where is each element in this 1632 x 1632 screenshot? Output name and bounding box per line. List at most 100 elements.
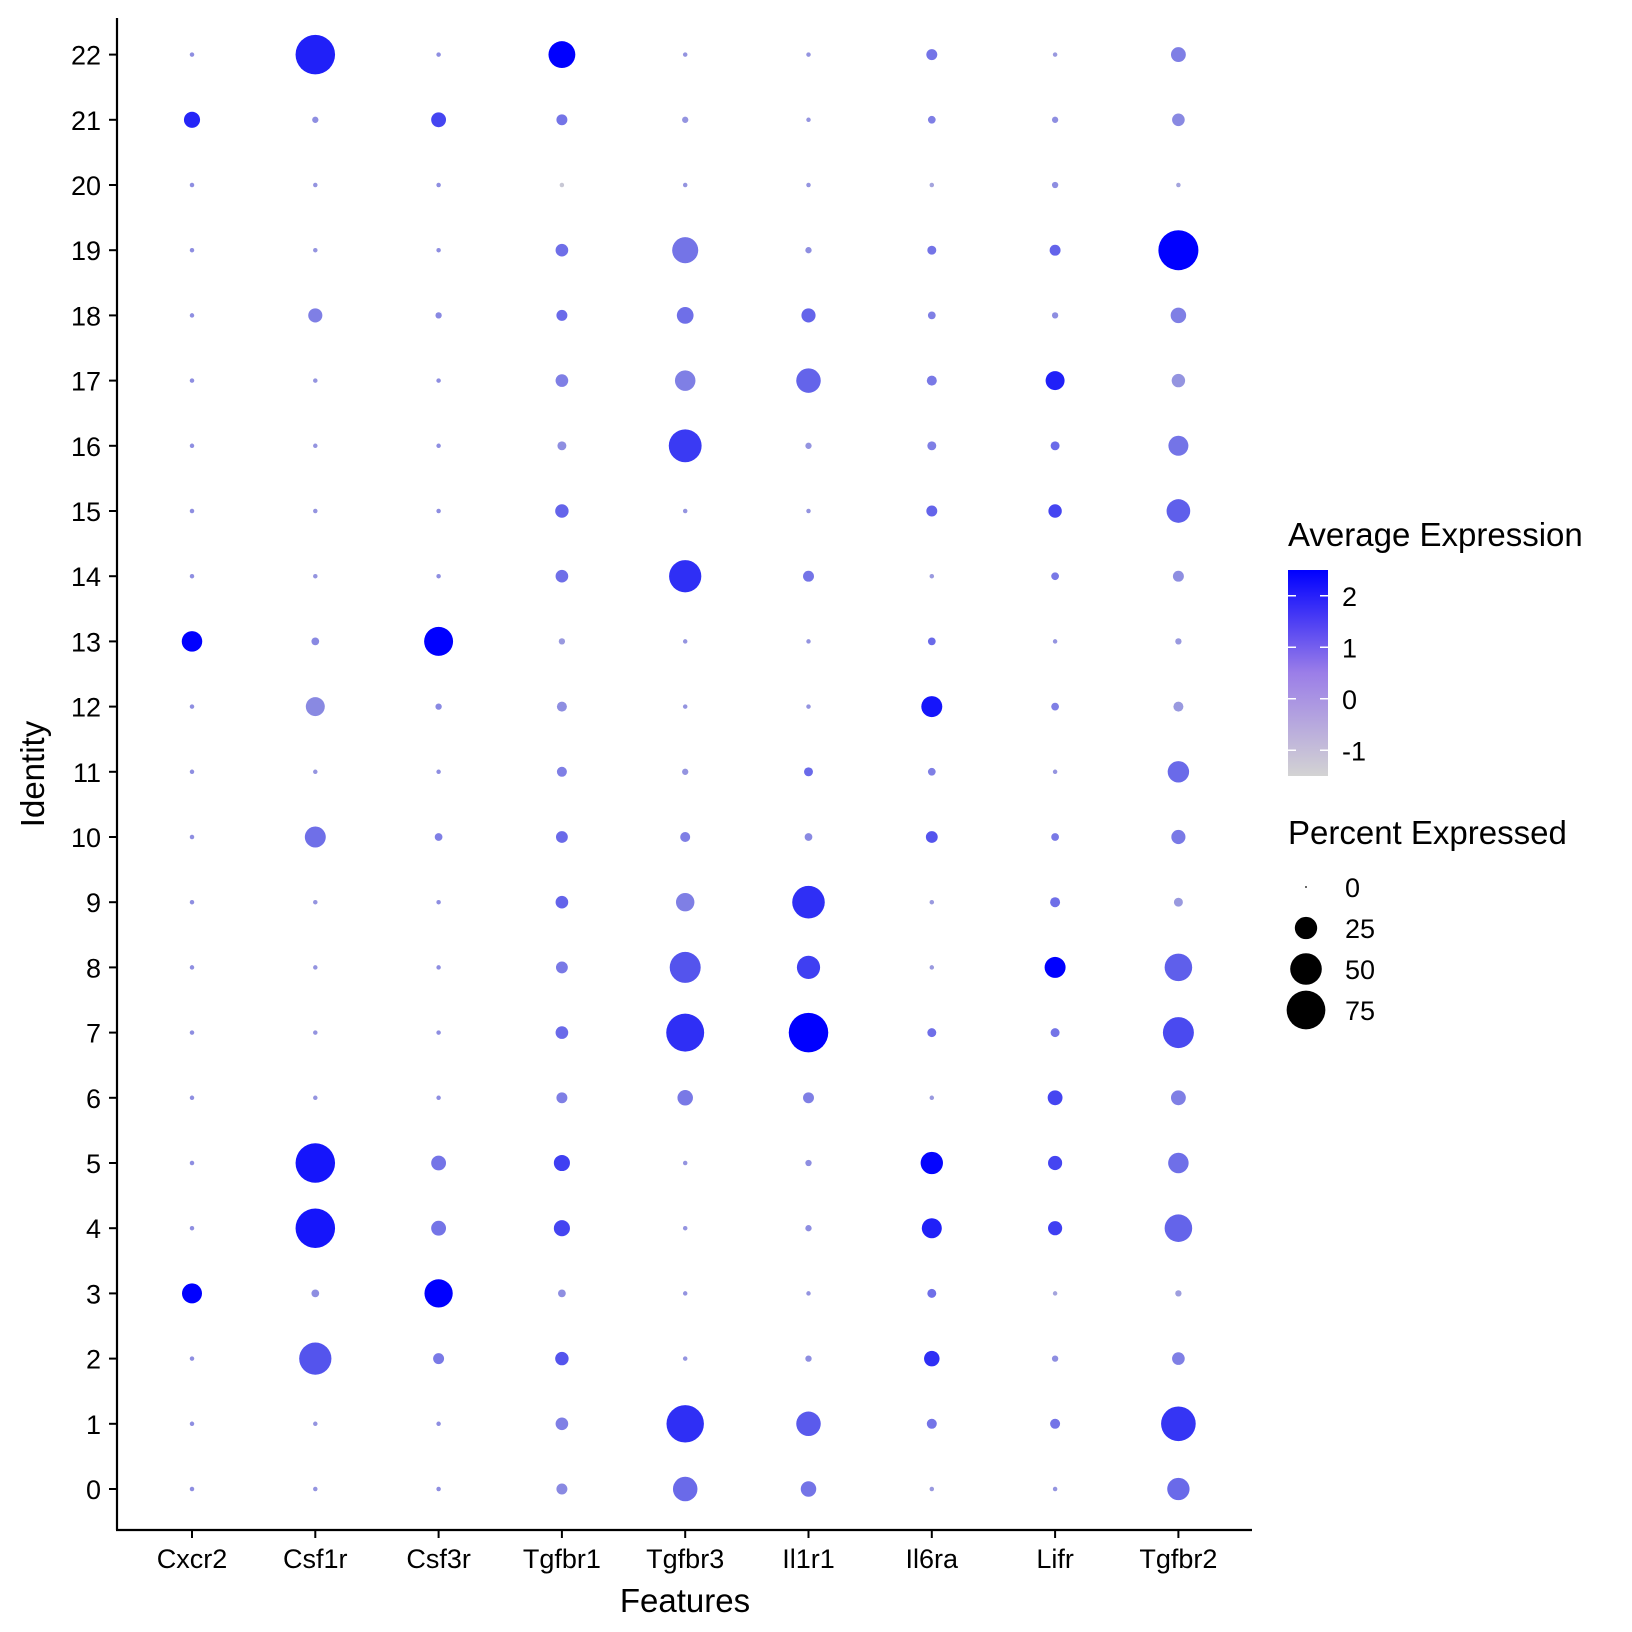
x-tick-label: Csf1r bbox=[283, 1544, 348, 1574]
dot-tgfbr2-5 bbox=[1168, 1152, 1189, 1174]
dot-lifr-6 bbox=[1047, 1090, 1063, 1106]
size-legend-dot bbox=[1286, 990, 1326, 1030]
dot-lifr-19 bbox=[1049, 244, 1061, 256]
dot-tgfbr2-0 bbox=[1167, 1477, 1190, 1501]
dot-tgfbr3-10 bbox=[680, 832, 691, 842]
dot-csf1r-14 bbox=[313, 573, 318, 579]
dot-il1r1-8 bbox=[796, 955, 821, 980]
dot-tgfbr1-0 bbox=[556, 1483, 568, 1495]
dot-csf1r-9 bbox=[313, 899, 318, 905]
dot-tgfbr3-17 bbox=[674, 370, 696, 391]
y-tick-label: 15 bbox=[71, 497, 101, 527]
dot-il6ra-0 bbox=[929, 1486, 935, 1492]
dot-tgfbr1-5 bbox=[553, 1154, 570, 1172]
dot-csf1r-16 bbox=[313, 443, 318, 449]
dot-il1r1-6 bbox=[803, 1092, 814, 1104]
dot-tgfbr1-15 bbox=[555, 504, 569, 518]
dot-lifr-5 bbox=[1048, 1155, 1063, 1171]
dot-lifr-16 bbox=[1050, 441, 1060, 451]
dot-il1r1-10 bbox=[804, 833, 813, 841]
dot-tgfbr2-22 bbox=[1170, 47, 1186, 63]
dot-lifr-0 bbox=[1052, 1486, 1058, 1492]
dot-lifr-9 bbox=[1050, 897, 1061, 908]
dot-il6ra-3 bbox=[927, 1288, 937, 1298]
dot-il6ra-9 bbox=[929, 899, 935, 905]
dot-il6ra-1 bbox=[926, 1418, 937, 1429]
size-legend-dot bbox=[1294, 916, 1318, 940]
color-legend-tick-label: 0 bbox=[1342, 685, 1357, 715]
dot-csf1r-6 bbox=[313, 1095, 318, 1101]
dot-tgfbr2-21 bbox=[1172, 113, 1185, 127]
dot-csf3r-15 bbox=[436, 508, 441, 514]
dot-csf1r-8 bbox=[313, 965, 318, 970]
dot-csf3r-22 bbox=[436, 52, 441, 57]
dot-tgfbr1-22 bbox=[548, 41, 576, 69]
y-tick-label: 14 bbox=[71, 562, 101, 592]
dot-tgfbr3-1 bbox=[666, 1405, 704, 1443]
dot-cxcr2-3 bbox=[182, 1283, 202, 1304]
dot-il1r1-17 bbox=[796, 368, 821, 393]
dot-il1r1-7 bbox=[788, 1012, 829, 1053]
y-tick-label: 19 bbox=[71, 236, 101, 266]
dot-cxcr2-16 bbox=[189, 443, 195, 449]
dot-il6ra-7 bbox=[927, 1028, 937, 1038]
dot-lifr-4 bbox=[1048, 1221, 1063, 1236]
dot-cxcr2-9 bbox=[189, 899, 195, 905]
dot-csf1r-13 bbox=[311, 637, 320, 646]
dot-lifr-17 bbox=[1045, 371, 1065, 391]
dot-csf1r-20 bbox=[313, 182, 318, 188]
y-tick-label: 9 bbox=[86, 888, 101, 918]
dot-il1r1-19 bbox=[805, 247, 812, 254]
x-tick-label: Cxcr2 bbox=[157, 1544, 228, 1574]
y-tick-label: 12 bbox=[71, 693, 101, 723]
dot-il6ra-18 bbox=[927, 311, 936, 320]
dot-tgfbr1-17 bbox=[555, 374, 569, 387]
dot-tgfbr1-19 bbox=[555, 243, 569, 257]
y-tick-label: 20 bbox=[71, 171, 101, 201]
dot-cxcr2-18 bbox=[189, 313, 195, 318]
dot-il1r1-11 bbox=[804, 767, 813, 777]
dot-tgfbr1-9 bbox=[555, 895, 569, 909]
dot-csf1r-4 bbox=[295, 1208, 336, 1248]
dot-csf1r-1 bbox=[313, 1421, 318, 1427]
dot-lifr-10 bbox=[1051, 833, 1059, 841]
dot-lifr-3 bbox=[1052, 1291, 1058, 1296]
dot-tgfbr1-3 bbox=[558, 1289, 566, 1298]
y-tick-label: 2 bbox=[86, 1345, 101, 1375]
x-tick-label: Il1r1 bbox=[782, 1544, 835, 1574]
x-tick-label: Il6ra bbox=[906, 1544, 960, 1574]
dot-il1r1-0 bbox=[800, 1481, 817, 1497]
dot-lifr-13 bbox=[1052, 639, 1058, 644]
dot-csf3r-6 bbox=[436, 1095, 441, 1101]
y-tick-label: 17 bbox=[71, 367, 101, 397]
dot-csf3r-8 bbox=[436, 965, 441, 970]
x-tick-label: Tgfbr3 bbox=[646, 1544, 724, 1574]
dot-tgfbr2-7 bbox=[1162, 1017, 1194, 1049]
dot-tgfbr3-12 bbox=[682, 704, 688, 709]
dot-tgfbr3-2 bbox=[682, 1356, 688, 1361]
dot-tgfbr3-9 bbox=[675, 892, 695, 912]
dot-il6ra-19 bbox=[927, 245, 937, 255]
size-legend-label: 50 bbox=[1345, 955, 1375, 985]
dot-tgfbr3-8 bbox=[669, 951, 701, 983]
dot-il1r1-9 bbox=[792, 885, 825, 919]
y-tick-label: 16 bbox=[71, 432, 101, 462]
size-legend-dot bbox=[1290, 953, 1322, 985]
dot-csf3r-13 bbox=[424, 626, 454, 656]
dot-csf1r-19 bbox=[313, 247, 318, 253]
dot-cxcr2-21 bbox=[183, 111, 201, 128]
dot-csf3r-7 bbox=[436, 1030, 441, 1035]
dot-tgfbr3-5 bbox=[682, 1160, 688, 1166]
color-legend-tick-label: 1 bbox=[1342, 633, 1357, 663]
dot-tgfbr1-21 bbox=[556, 114, 568, 126]
y-tick-label: 8 bbox=[86, 953, 101, 983]
dot-csf3r-3 bbox=[424, 1279, 453, 1308]
dot-tgfbr2-1 bbox=[1161, 1406, 1196, 1442]
y-tick-label: 22 bbox=[71, 41, 101, 71]
dot-il1r1-12 bbox=[806, 704, 811, 709]
y-axis-title: Identity bbox=[14, 720, 51, 827]
dot-cxcr2-14 bbox=[189, 573, 195, 579]
dot-il6ra-10 bbox=[925, 831, 938, 843]
